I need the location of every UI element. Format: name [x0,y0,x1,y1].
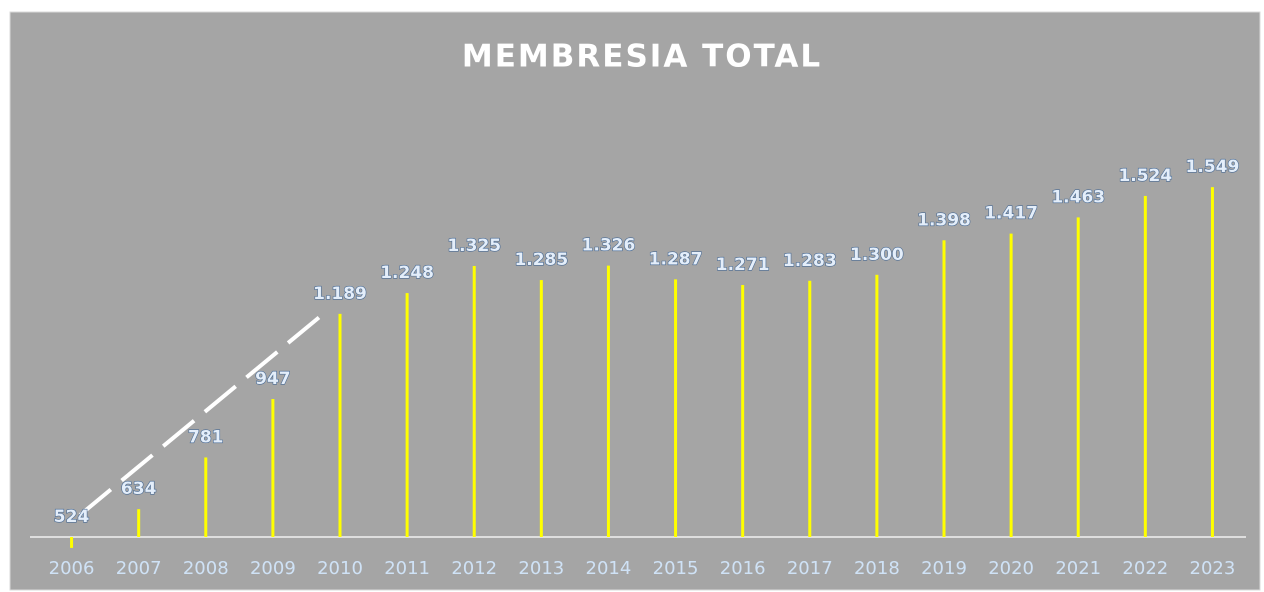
bar [1076,217,1080,538]
x-tick-label: 2014 [586,558,632,579]
value-label: 781 [188,427,224,447]
bar [606,265,610,537]
x-tick-label: 2020 [988,558,1034,579]
value-label: 1.283 [783,251,837,271]
x-tick-label: 2012 [451,558,497,579]
bar [405,293,409,537]
x-tick-label: 2017 [787,558,833,579]
x-tick-label: 2021 [1055,558,1101,579]
x-tick-label: 2008 [183,558,229,579]
bar [472,265,476,537]
bar [741,284,745,537]
bar [338,313,342,537]
bar [1143,195,1147,537]
x-tick-label: 2006 [49,558,95,579]
value-label: 524 [54,507,90,527]
value-label: 1.549 [1186,157,1240,177]
x-tick-label: 2015 [653,558,699,579]
value-label: 1.463 [1051,187,1105,207]
bar [271,399,275,537]
bar [539,280,543,537]
value-label: 1.248 [380,263,434,283]
bar [1009,233,1013,537]
value-label: 1.417 [984,204,1038,224]
value-label: 1.325 [447,236,501,256]
value-label: 1.271 [716,255,770,275]
bar [674,279,678,537]
x-tick-label: 2016 [720,558,766,579]
bar [942,240,946,537]
x-tick-label: 2009 [250,558,296,579]
chart-background [9,11,1261,591]
bar [808,280,812,537]
x-tick-label: 2018 [854,558,900,579]
x-tick-label: 2007 [116,558,162,579]
x-tick-label: 2010 [317,558,363,579]
value-label: 1.300 [850,245,904,265]
chart-title: MEMBRESIA TOTAL [462,39,822,75]
value-label: 1.285 [514,250,568,270]
value-label: 634 [121,479,157,499]
bar [137,509,141,537]
value-label: 1.189 [313,284,367,304]
value-label: 1.287 [649,249,703,269]
value-label: 1.524 [1118,166,1172,186]
x-tick-label: 2022 [1122,558,1168,579]
bar [204,457,208,537]
value-label: 1.398 [917,210,971,230]
x-tick-label: 2019 [921,558,967,579]
bar [70,537,74,548]
x-tick-label: 2023 [1190,558,1236,579]
bar [875,274,879,537]
x-tick-label: 2011 [384,558,430,579]
value-label: 1.326 [582,236,636,256]
value-label: 947 [255,369,291,389]
bar [1210,187,1214,537]
x-tick-label: 2013 [518,558,564,579]
